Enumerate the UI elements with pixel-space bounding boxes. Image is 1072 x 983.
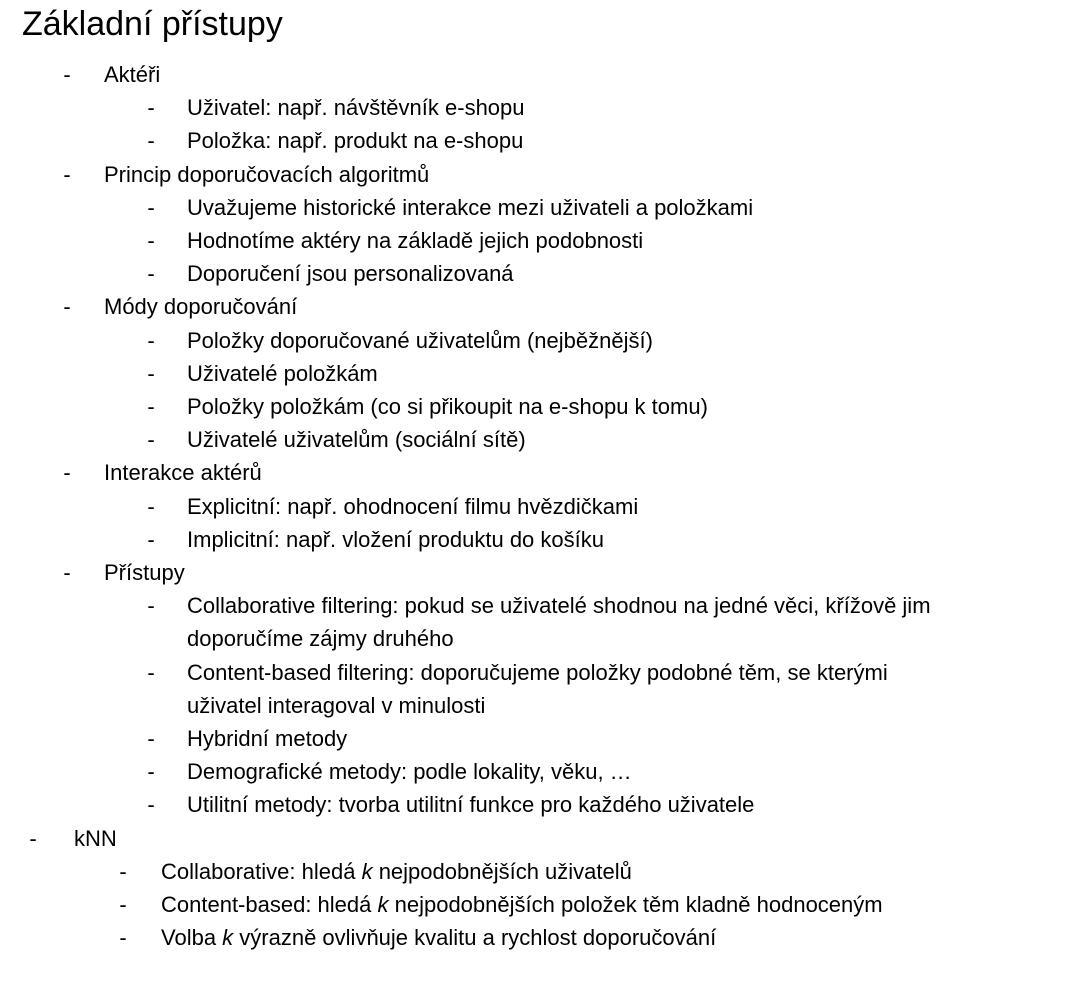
list-item-text: Utilitní metody: tvorba utilitní funkce … — [187, 792, 755, 818]
text-fragment: výrazně ovlivňuje kvalitu a rychlost dop… — [233, 925, 717, 951]
list-item-text: Collaborative filtering: pokud se uživat… — [187, 593, 931, 619]
section-heading-text: Princip doporučovacích algoritmů — [104, 161, 430, 187]
knn-list-item-text: Collaborative: hledá k nejpodobnějších u… — [161, 855, 632, 888]
bullet-dash: - — [147, 327, 155, 353]
bullet-dash: - — [147, 593, 155, 619]
text-fragment: Content-based: hledá — [161, 892, 378, 917]
bullet-dash: - — [63, 560, 71, 585]
bullet-dash: - — [119, 892, 127, 917]
list-item-text: Content-based filtering: doporučujeme po… — [187, 659, 888, 685]
list-item-text: Doporučení jsou personalizovaná — [187, 261, 514, 287]
bullet-dash: - — [147, 394, 155, 419]
list-item-text: uživatel interagoval v minulosti — [187, 692, 486, 718]
bullet-dash: - — [63, 161, 71, 187]
list-item-text: Uživatelé položkám — [187, 360, 378, 386]
bullet-dash: - — [63, 460, 71, 486]
list-item-text: Hybridní metody — [187, 726, 348, 751]
bullet-dash: - — [29, 825, 37, 851]
section-heading-knn-text: kNN — [74, 825, 117, 851]
section-heading-text: Aktéři — [104, 62, 161, 87]
bullet-dash: - — [147, 526, 155, 552]
bullet-dash: - — [147, 360, 155, 386]
list-item-text: Položka: např. produkt na e-shopu — [187, 128, 524, 154]
bullet-dash: - — [147, 726, 155, 751]
text-fragment: Volba — [161, 925, 223, 951]
bullet-dash: - — [119, 925, 127, 951]
bullet-dash: - — [63, 62, 71, 87]
list-item-text: Uživatel: např. návštěvník e-shopu — [187, 95, 525, 121]
bullet-dash: - — [147, 493, 155, 519]
list-item-text: Uvažujeme historické interakce mezi uživ… — [187, 194, 754, 220]
bullet-dash: - — [147, 228, 155, 253]
variable-k: k — [222, 925, 234, 951]
list-item-text: Uživatelé uživatelům (sociální sítě) — [187, 427, 526, 453]
bullet-dash: - — [119, 858, 127, 884]
list-item-text: Položky doporučované uživatelům (nejběžn… — [187, 327, 653, 353]
bullet-dash: - — [147, 659, 155, 685]
bullet-dash: - — [147, 261, 155, 287]
page-title: Základní přístupy — [22, 5, 283, 43]
list-item-text: Demografické metody: podle lokality, věk… — [187, 759, 632, 785]
text-fragment: nejpodobnějších položek těm kladně hodno… — [388, 892, 883, 917]
section-heading-text: Přístupy — [104, 560, 185, 585]
list-item-text: doporučíme zájmy druhého — [187, 626, 454, 652]
list-item-text: Hodnotíme aktéry na základě jejich podob… — [187, 228, 644, 253]
bullet-dash: - — [147, 759, 155, 785]
variable-k: k — [377, 892, 389, 917]
list-item-text: Implicitní: např. vložení produktu do ko… — [187, 526, 604, 552]
bullet-dash: - — [147, 194, 155, 220]
knn-list-item-text: Content-based: hledá k nejpodobnějších p… — [161, 888, 883, 921]
bullet-dash: - — [147, 95, 155, 121]
bullet-dash: - — [147, 128, 155, 154]
text-fragment: Collaborative: hledá — [161, 858, 362, 884]
section-heading-text: Módy doporučování — [104, 294, 298, 320]
list-item-text: Položky položkám (co si přikoupit na e-s… — [187, 394, 708, 419]
section-heading-text: Interakce aktérů — [104, 460, 262, 486]
text-fragment: nejpodobnějších uživatelů — [372, 858, 632, 884]
list-item-text: Explicitní: např. ohodnocení filmu hvězd… — [187, 493, 639, 519]
variable-k: k — [361, 858, 373, 884]
bullet-dash: - — [147, 792, 155, 818]
knn-list-item-text: Volba k výrazně ovlivňuje kvalitu a rych… — [161, 921, 716, 954]
bullet-dash: - — [147, 427, 155, 453]
bullet-dash: - — [63, 294, 71, 320]
